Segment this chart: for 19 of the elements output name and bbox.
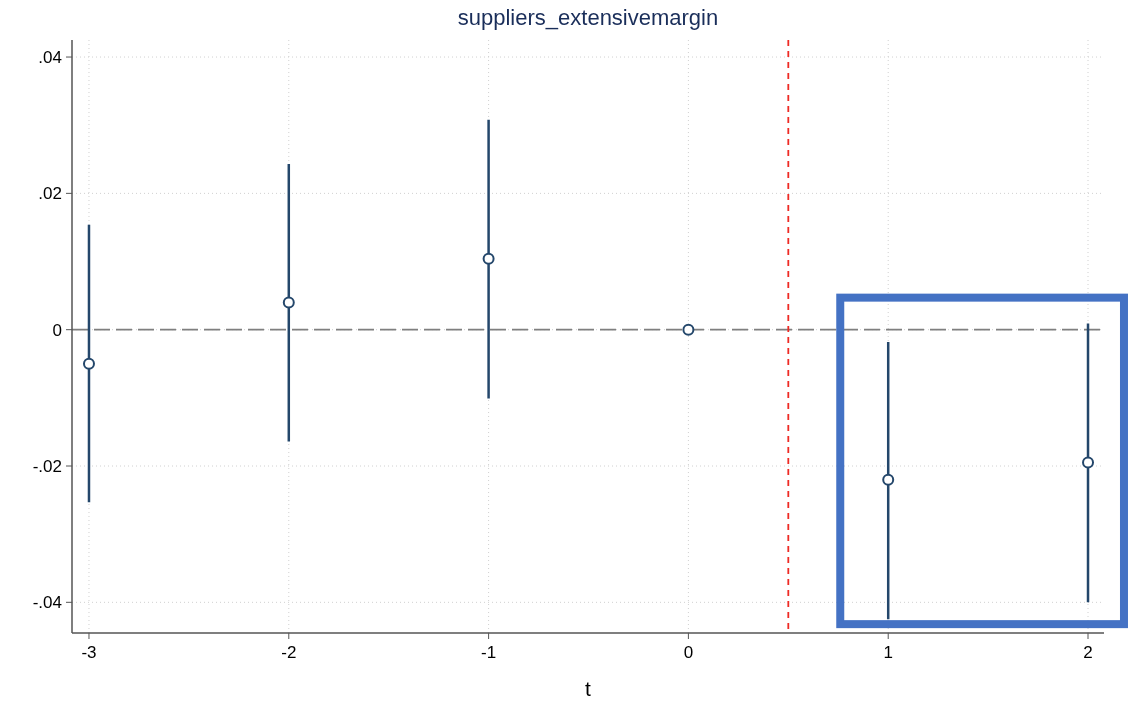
chart-title: suppliers_extensivemargin: [457, 5, 719, 30]
x-axis-title: t: [585, 677, 592, 700]
point: [282, 296, 295, 309]
x-tick-label: 1: [883, 643, 893, 662]
y-tick-label: -.02: [32, 456, 62, 476]
point: [1082, 456, 1095, 469]
point: [482, 252, 495, 265]
point: [82, 357, 95, 370]
x-tick-label: 0: [683, 643, 694, 662]
x-tick-label: -1: [481, 643, 497, 662]
y-tick-label: -.04: [32, 593, 62, 613]
point: [682, 323, 695, 336]
y-tick-label: .04: [38, 47, 62, 67]
x-tick-label: 2: [1083, 643, 1093, 662]
y-tick-label: .02: [38, 184, 62, 204]
y-tick-label: 0: [52, 320, 62, 340]
point: [882, 473, 895, 486]
x-tick-label: -3: [81, 643, 97, 662]
x-tick-label: -2: [281, 643, 297, 662]
